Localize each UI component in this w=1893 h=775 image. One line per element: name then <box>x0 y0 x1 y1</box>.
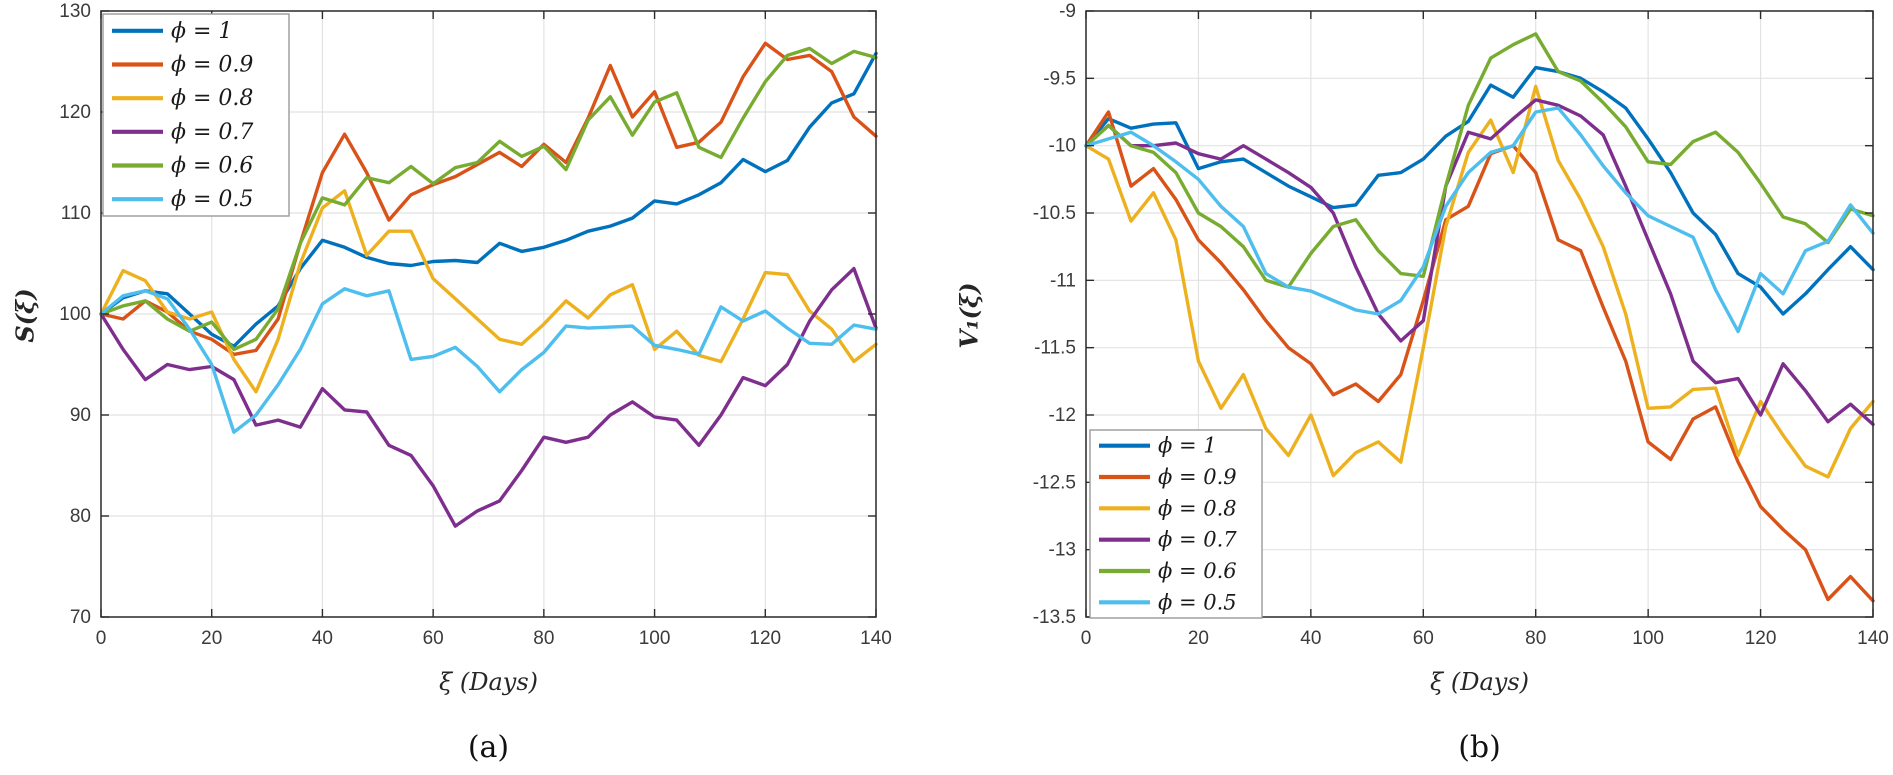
x-tick-label: 0 <box>1081 628 1092 649</box>
series-line-phi-phi-phi-phi-0.9 <box>1084 110 1875 603</box>
x-tick-label: 120 <box>749 628 781 649</box>
y-tick-label: 90 <box>70 405 91 426</box>
series-line-phi-phi-phi-phi-1 <box>1084 65 1875 316</box>
series-line-phi-phi-phi-phi-0.7 <box>1084 98 1875 427</box>
panel-b-caption: (b) <box>1458 730 1501 765</box>
legend-label: ϕ = 0.9 <box>171 53 253 78</box>
legend-label: ϕ = 0.6 <box>171 154 253 179</box>
legend-label: ϕ = 0.8 <box>1158 496 1237 520</box>
series-line-phi-phi-phi-phi-0.5 <box>99 287 878 434</box>
x-tick-label: 60 <box>1413 628 1434 649</box>
y-tick-label: 80 <box>70 506 91 527</box>
x-tick-label: 60 <box>423 628 444 649</box>
y-tick-label: -9.5 <box>1043 68 1076 89</box>
y-tick-label: 130 <box>59 1 91 22</box>
panel-b-chart: 0 20 40 60 80 100 120 140 -13.5 -13 -12.5 -12 -11.5 -… <box>1033 1 1889 649</box>
panel-a-chart: 0 20 40 60 80 100 120 140 70 80 90 100 110 120 130 ϕ = … <box>59 1 892 649</box>
x-tick-label: 120 <box>1745 628 1777 649</box>
y-tick-label: -12 <box>1049 405 1076 426</box>
y-tick-label: -13 <box>1049 540 1076 561</box>
legend-label: ϕ = 0.9 <box>1158 465 1237 489</box>
x-tick-label: 40 <box>1300 628 1321 649</box>
panel-a-ylabel: S(ξ) <box>10 288 40 343</box>
x-tick-label: 100 <box>1632 628 1664 649</box>
x-tick-label: 40 <box>312 628 333 649</box>
legend-label: ϕ = 1 <box>171 19 232 44</box>
legend-box <box>102 13 290 217</box>
y-tick-label: -9 <box>1059 1 1076 22</box>
y-tick-label: 120 <box>59 102 91 123</box>
x-tick-label: 80 <box>1525 628 1546 649</box>
y-tick-label: -10 <box>1049 136 1076 157</box>
y-tick-label: 70 <box>70 607 91 628</box>
panel-b-ylabel: V₁(ξ) <box>954 282 984 349</box>
y-tick-label: 110 <box>61 203 91 224</box>
x-tick-label: 100 <box>639 628 671 649</box>
y-tick-label: -11 <box>1050 270 1076 291</box>
legend-label: ϕ = 0.7 <box>171 120 253 145</box>
y-tick-label: -13.5 <box>1033 607 1076 628</box>
series-line-phi-phi-phi-phi-0.6 <box>1084 32 1875 289</box>
x-tick-label: 140 <box>1857 628 1889 649</box>
plot-box <box>1085 10 1874 618</box>
legend-box <box>1089 429 1263 619</box>
legend-label: ϕ = 0.8 <box>171 86 253 111</box>
legend-label: ϕ = 0.5 <box>1158 590 1237 614</box>
x-tick-label: 80 <box>533 628 554 649</box>
series-line-phi-phi-phi-phi-0.7 <box>99 266 878 528</box>
legend-label: ϕ = 0.5 <box>171 187 253 212</box>
series-line-phi-phi-phi-phi-0.8 <box>1084 84 1875 479</box>
x-tick-label: 20 <box>201 628 222 649</box>
panel-a-xlabel: ξ (Days) <box>439 668 538 696</box>
series-line-phi-phi-phi-phi-0.8 <box>99 189 878 394</box>
legend-label: ϕ = 1 <box>1158 434 1217 458</box>
x-tick-label: 140 <box>860 628 892 649</box>
legend-label: ϕ = 0.7 <box>1158 528 1237 552</box>
y-tick-label: 100 <box>59 304 91 325</box>
panel-b-xlabel: ξ (Days) <box>1430 668 1529 696</box>
y-tick-label: -10.5 <box>1033 203 1076 224</box>
series-line-phi-phi-phi-phi-0.6 <box>99 46 878 352</box>
x-tick-label: 0 <box>96 628 107 649</box>
legend-label: ϕ = 0.6 <box>1158 559 1237 583</box>
series-line-phi-phi-phi-phi-0.5 <box>1084 106 1875 334</box>
panel-a-caption: (a) <box>467 730 510 765</box>
y-tick-label: -12.5 <box>1033 472 1076 493</box>
y-tick-label: -11.5 <box>1034 338 1076 359</box>
x-tick-label: 20 <box>1188 628 1209 649</box>
